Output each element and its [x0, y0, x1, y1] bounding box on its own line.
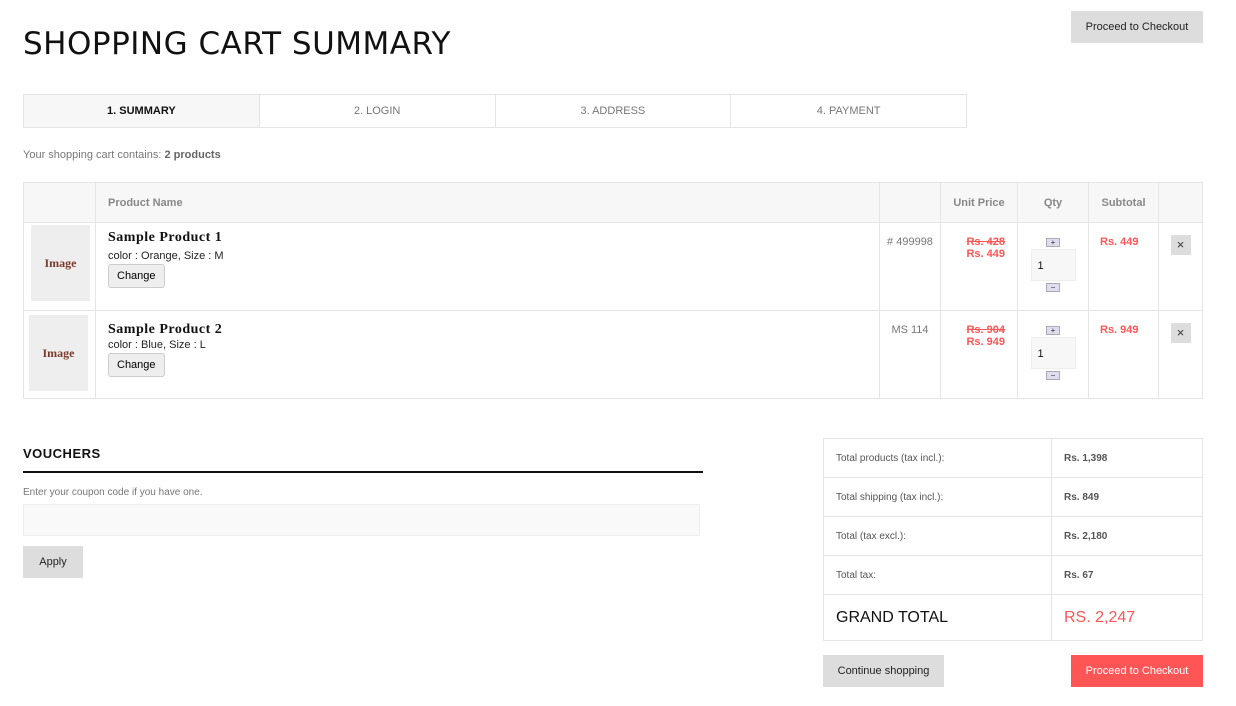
total-value: Rs. 1,398: [1051, 438, 1203, 478]
total-value: Rs. 2,180: [1051, 516, 1203, 556]
table-row: Image Sample Product 1 color : Orange, Si…: [23, 222, 1203, 311]
totals-table: Total products (tax incl.): Rs. 1,398 Tot…: [823, 438, 1203, 641]
total-row: Total products (tax incl.): Rs. 1,398: [823, 438, 1203, 478]
step-summary[interactable]: 1. SUMMARY: [24, 95, 260, 127]
total-label: Total tax:: [823, 555, 1052, 595]
apply-button[interactable]: Apply: [23, 546, 83, 578]
product-name[interactable]: Sample Product 2: [108, 322, 223, 337]
total-value: Rs. 67: [1051, 555, 1203, 595]
unit-price: Rs. 449: [966, 248, 1005, 260]
col-image: [23, 182, 96, 223]
change-button[interactable]: Change: [108, 353, 165, 377]
grand-total-value: RS. 2,247: [1051, 594, 1203, 641]
vouchers-title: VOUCHERS: [23, 446, 703, 473]
col-unit-price: Unit Price: [940, 182, 1018, 223]
subtotal: Rs. 449: [1088, 222, 1159, 311]
qty-input[interactable]: 1: [1030, 337, 1076, 369]
total-row: Total shipping (tax incl.): Rs. 849: [823, 477, 1203, 517]
old-price: Rs. 904: [966, 324, 1005, 336]
old-price: Rs. 428: [966, 236, 1005, 248]
product-attributes: color : Orange, Size : M: [108, 250, 224, 262]
product-image[interactable]: Image: [29, 315, 88, 391]
col-qty: Qty: [1017, 182, 1089, 223]
table-header: Product Name Unit Price Qty Subtotal: [23, 182, 1203, 223]
col-subtotal: Subtotal: [1088, 182, 1159, 223]
step-address[interactable]: 3. ADDRESS: [496, 95, 732, 127]
table-row: Image Sample Product 2 color : Blue, Size…: [23, 310, 1203, 399]
product-ref: MS 114: [879, 310, 941, 399]
total-label: Total (tax excl.):: [823, 516, 1052, 556]
col-ref: [879, 182, 941, 223]
qty-increase-button[interactable]: +: [1046, 326, 1060, 335]
voucher-hint: Enter your coupon code if you have one.: [23, 487, 203, 498]
qty-increase-button[interactable]: +: [1046, 238, 1060, 247]
cart-table: Product Name Unit Price Qty Subtotal Ima…: [23, 182, 1203, 399]
continue-shopping-button[interactable]: Continue shopping: [823, 655, 944, 687]
subtotal: Rs. 949: [1088, 310, 1159, 399]
delete-icon[interactable]: ×: [1170, 323, 1191, 343]
unit-price: Rs. 949: [966, 336, 1005, 348]
delete-icon[interactable]: ×: [1170, 235, 1191, 255]
col-delete: [1158, 182, 1203, 223]
total-row: Total (tax excl.): Rs. 2,180: [823, 516, 1203, 556]
checkout-steps: 1. SUMMARY 2. LOGIN 3. ADDRESS 4. PAYMEN…: [23, 94, 967, 128]
product-ref: # 499998: [879, 222, 941, 311]
qty-input[interactable]: 1: [1030, 249, 1076, 281]
qty-decrease-button[interactable]: −: [1046, 283, 1060, 292]
step-payment[interactable]: 4. PAYMENT: [816, 105, 881, 117]
col-product-name: Product Name: [95, 182, 880, 223]
step-login[interactable]: 2. LOGIN: [260, 95, 496, 127]
proceed-checkout-top-button[interactable]: Proceed to Checkout: [1071, 11, 1203, 43]
qty-decrease-button[interactable]: −: [1046, 371, 1060, 380]
change-button[interactable]: Change: [108, 264, 165, 288]
product-attributes: color : Blue, Size : L: [108, 339, 206, 351]
product-image[interactable]: Image: [31, 225, 90, 301]
product-name[interactable]: Sample Product 1: [108, 230, 223, 245]
page-title: SHOPPING CART SUMMARY: [23, 26, 451, 62]
total-value: Rs. 849: [1051, 477, 1203, 517]
grand-total-row: GRAND TOTAL RS. 2,247: [823, 594, 1203, 641]
total-row: Total tax: Rs. 67: [823, 555, 1203, 595]
coupon-input[interactable]: [23, 504, 700, 536]
total-label: Total shipping (tax incl.):: [823, 477, 1052, 517]
proceed-checkout-button[interactable]: Proceed to Checkout: [1071, 655, 1203, 687]
total-label: Total products (tax incl.):: [823, 438, 1052, 478]
grand-total-label: GRAND TOTAL: [823, 594, 1052, 641]
cart-count: Your shopping cart contains: 2 products: [23, 149, 221, 161]
